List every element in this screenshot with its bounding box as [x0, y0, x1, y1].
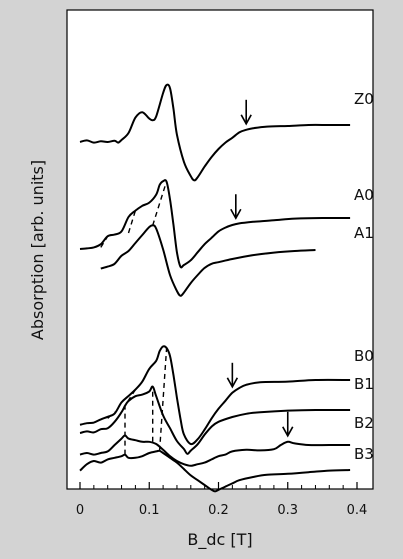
- series-label-a0: A0: [354, 186, 374, 204]
- dashed-link-1: [127, 210, 137, 234]
- plot-frame: [66, 9, 374, 490]
- series-labels: Z0 A0 A1 B0 B1 B2 B3: [354, 90, 374, 463]
- dashed-link-6: [158, 347, 168, 451]
- x-tick-label: 0.3: [277, 503, 298, 518]
- x-tick-label: 0.1: [139, 503, 160, 518]
- dashed-link-3: [107, 411, 116, 419]
- x-axis-ticks: 0 0.1 0.2 0.3 0.4: [76, 482, 367, 518]
- dashed-link-4: [124, 389, 136, 455]
- x-tick-label: 0.4: [347, 503, 368, 518]
- series-label-b2: B2: [354, 414, 374, 432]
- x-tick-label: 0: [76, 503, 84, 518]
- dashed-link-2: [152, 180, 168, 226]
- series-label-z0: Z0: [354, 90, 374, 108]
- series-label-b3: B3: [354, 445, 374, 463]
- x-tick-label: 0.2: [208, 503, 229, 518]
- dashed-links-group: [100, 180, 168, 455]
- arrow-group: [226, 99, 294, 438]
- series-line-a0: [79, 179, 351, 269]
- x-axis-label: B_dc [T]: [187, 530, 252, 550]
- series-line-a1: [100, 224, 316, 297]
- series-group: [79, 83, 351, 493]
- arrow-marker-a0: [230, 194, 242, 220]
- series-line-b1: [79, 385, 351, 455]
- series-line-b2: [79, 434, 351, 467]
- series-label-b1: B1: [354, 375, 374, 393]
- y-axis-label: Absorption [arb. units]: [28, 160, 47, 340]
- series-label-a1: A1: [354, 224, 374, 242]
- arrow-marker-b2: [282, 411, 294, 438]
- series-line-b3: [79, 449, 351, 493]
- arrow-marker-b0: [226, 362, 239, 389]
- dashed-link-0: [100, 233, 115, 248]
- series-label-b0: B0: [354, 347, 374, 365]
- arrow-marker-z0: [240, 99, 252, 126]
- series-line-b0: [79, 345, 351, 446]
- series-line-z0: [79, 83, 351, 182]
